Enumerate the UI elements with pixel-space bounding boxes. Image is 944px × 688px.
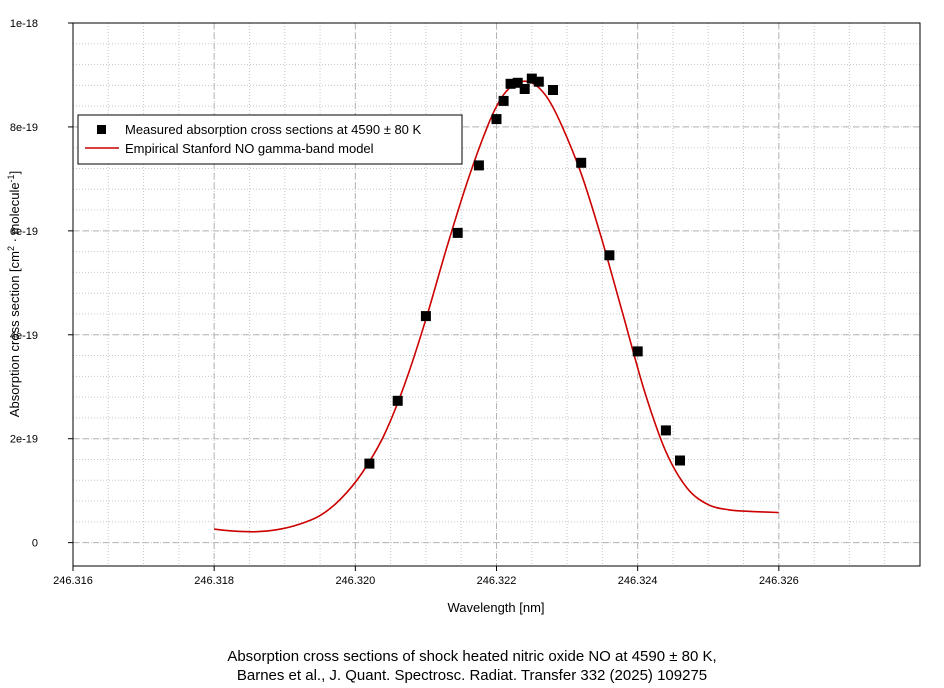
x-tick-label: 246.320 [335, 575, 375, 587]
legend-marker-square [97, 125, 106, 134]
data-point [498, 95, 509, 106]
y-tick-label: 6e-19 [10, 226, 38, 238]
legend: Measured absorption cross sections at 45… [77, 114, 463, 165]
series-layer [214, 73, 779, 533]
data-point [420, 311, 431, 322]
data-point [576, 157, 587, 168]
data-point [533, 76, 544, 87]
grid [72, 22, 921, 566]
legend-label-measured: Measured absorption cross sections at 45… [125, 122, 422, 137]
x-tick-label: 246.318 [194, 575, 234, 587]
data-point [491, 114, 502, 125]
x-tick-label: 246.326 [759, 575, 799, 587]
data-point [526, 73, 537, 84]
y-axis-title: Absorption cross section [cm2 · molecule… [6, 171, 22, 417]
axis-ticks: 246.316 246.318 246.320 246.322 246.324 246.3… [10, 18, 799, 587]
x-axis-title: Wavelength [nm] [447, 600, 544, 615]
data-point [548, 85, 558, 95]
data-point [604, 250, 615, 261]
data-point [512, 77, 523, 88]
data-point [675, 455, 685, 466]
data-point [364, 458, 375, 469]
model-curve [214, 80, 779, 533]
x-tick-label: 246.322 [477, 575, 517, 587]
y-tick-label: 1e-18 [10, 18, 38, 30]
legend-box [77, 114, 463, 165]
y-tick-label: 0 [32, 538, 38, 550]
y-tick-label: 8e-19 [10, 122, 38, 134]
legend-label-model: Empirical Stanford NO gamma-band model [125, 141, 374, 156]
data-point [632, 346, 643, 357]
data-point [392, 395, 403, 406]
x-tick-label: 246.324 [618, 575, 658, 587]
caption-line-2: Barnes et al., J. Quant. Spectrosc. Radi… [236, 667, 708, 684]
data-point [519, 84, 530, 94]
data-point [452, 227, 463, 238]
data-point [505, 78, 516, 89]
data-point [473, 160, 484, 171]
data-point [660, 425, 671, 436]
x-tick-label: 246.316 [53, 575, 93, 587]
y-tick-label: 2e-19 [10, 434, 38, 446]
y-tick-label: 4e-19 [10, 330, 38, 342]
caption-line-1: Absorption cross sections of shock heate… [227, 648, 717, 665]
